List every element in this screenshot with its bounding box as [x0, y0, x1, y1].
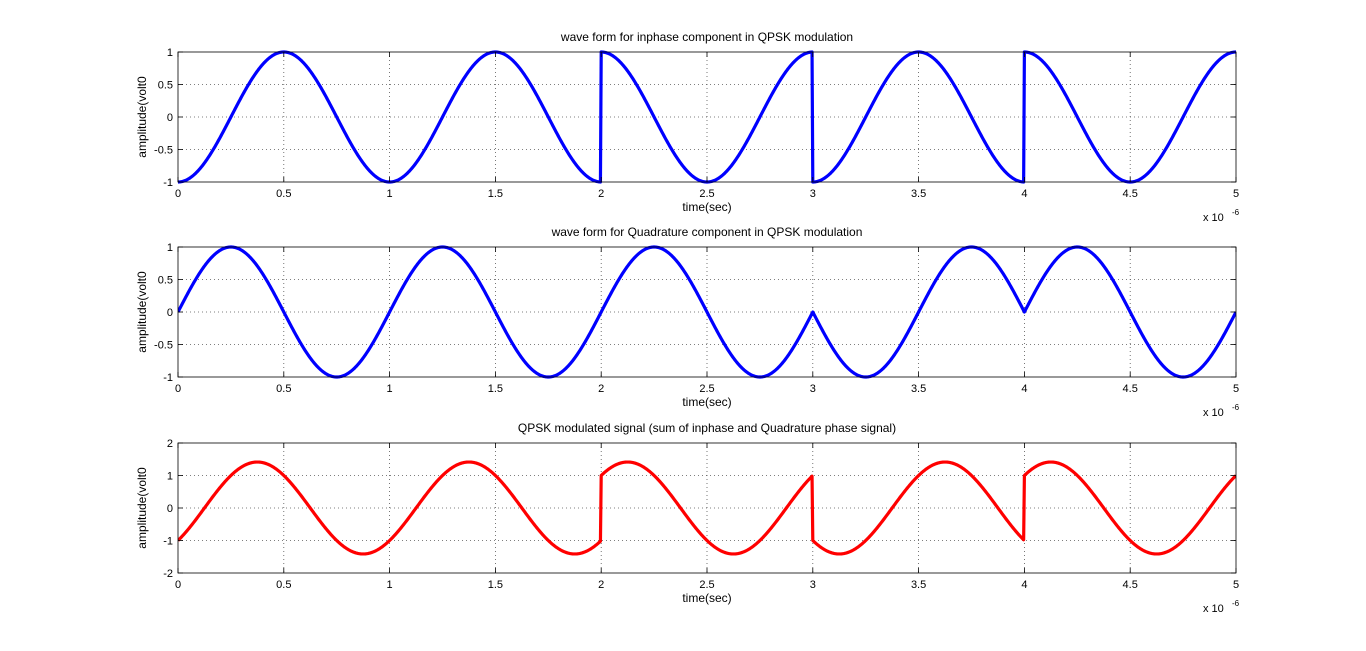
y-tick-label: 2 [167, 438, 173, 450]
x-tick-label: 4.5 [1123, 579, 1138, 591]
x-tick-label: 2 [598, 188, 604, 200]
y-tick-label: 0 [167, 112, 173, 124]
subplot-title: QPSK modulated signal (sum of inphase an… [518, 421, 896, 435]
x-exponent-power: -6 [1232, 403, 1240, 412]
y-axis-label: amplitude(volt0 [135, 467, 149, 549]
x-exponent-label: x 10 [1203, 212, 1224, 224]
y-tick-label: 1 [167, 242, 173, 254]
x-tick-label: 0 [175, 579, 181, 591]
x-tick-label: 1.5 [488, 579, 503, 591]
x-tick-label: 0 [175, 383, 181, 395]
x-tick-label: 3 [810, 579, 816, 591]
y-tick-label: -1 [163, 372, 173, 384]
x-tick-label: 3 [810, 383, 816, 395]
inphase-subplot: 0 0.5 1 1.5 2 2.5 3 3.5 4 4.5 5 -1 -0.5 0 0.5 1 wave for… [135, 30, 1240, 224]
y-tick-label: -0.5 [154, 145, 173, 157]
y-tick-label: 0 [167, 307, 173, 319]
x-tick-label: 0.5 [276, 383, 291, 395]
x-tick-label: 1 [387, 383, 393, 395]
x-tick-label: 5 [1233, 383, 1239, 395]
y-axis-label: amplitude(volt0 [135, 271, 149, 353]
y-tick-label: -1 [163, 177, 173, 189]
y-tick-label: -0.5 [154, 340, 173, 352]
x-tick-label: 3.5 [911, 579, 926, 591]
x-tick-label: 2.5 [699, 188, 714, 200]
series-line [178, 245, 1236, 379]
x-axis-label: time(sec) [682, 591, 731, 605]
quadrature-subplot: 0 0.5 1 1.5 2 2.5 3 3.5 4 4.5 5 -1 -0.5 0 0.5 1 wave for… [135, 225, 1240, 419]
y-tick-label: 1 [167, 471, 173, 483]
x-tick-label: 1 [387, 188, 393, 200]
subplot-title: wave form for Quadrature component in QP… [551, 225, 863, 239]
x-exponent-label: x 10 [1203, 603, 1224, 615]
x-tick-label: 0 [175, 188, 181, 200]
y-tick-label: -1 [163, 536, 173, 548]
x-tick-label: 2 [598, 579, 604, 591]
x-exponent-label: x 10 [1203, 407, 1224, 419]
qpsk-signal-subplot: 0 0.5 1 1.5 2 2.5 3 3.5 4 4.5 5 -2 -1 0 1 2 QPSK modulat… [135, 421, 1240, 615]
x-tick-label: 4.5 [1123, 383, 1138, 395]
x-tick-label: 1.5 [488, 188, 503, 200]
y-axis-label: amplitude(volt0 [135, 76, 149, 158]
subplot-title: wave form for inphase component in QPSK … [560, 30, 853, 44]
series-line [178, 460, 1236, 556]
y-tick-label: 0.5 [158, 275, 173, 287]
x-tick-label: 3.5 [911, 383, 926, 395]
x-tick-label: 1 [387, 579, 393, 591]
x-tick-label: 5 [1233, 579, 1239, 591]
x-tick-label: 5 [1233, 188, 1239, 200]
y-tick-label: -2 [163, 568, 173, 580]
x-tick-label: 0.5 [276, 579, 291, 591]
x-axis-label: time(sec) [682, 395, 731, 409]
x-tick-label: 3 [810, 188, 816, 200]
x-tick-label: 4.5 [1123, 188, 1138, 200]
y-tick-label: 0 [167, 503, 173, 515]
x-tick-label: 4 [1021, 383, 1027, 395]
x-tick-label: 4 [1021, 579, 1027, 591]
x-exponent-power: -6 [1232, 208, 1240, 217]
x-tick-label: 3.5 [911, 188, 926, 200]
x-exponent-power: -6 [1232, 599, 1240, 608]
x-tick-label: 2.5 [699, 579, 714, 591]
y-tick-label: 1 [167, 47, 173, 59]
x-tick-label: 1.5 [488, 383, 503, 395]
x-tick-label: 2.5 [699, 383, 714, 395]
y-tick-label: 0.5 [158, 80, 173, 92]
x-tick-label: 0.5 [276, 188, 291, 200]
x-axis-label: time(sec) [682, 200, 731, 214]
x-tick-label: 2 [598, 383, 604, 395]
x-tick-label: 4 [1021, 188, 1027, 200]
